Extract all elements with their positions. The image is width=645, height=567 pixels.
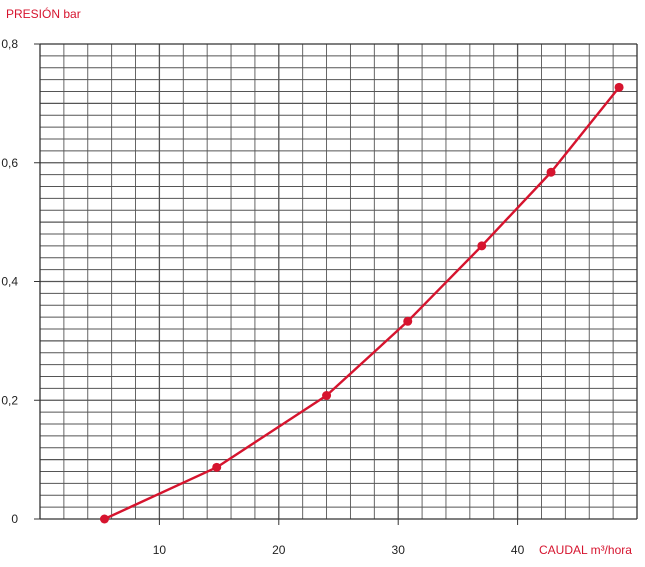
data-point (403, 316, 413, 326)
axes (34, 43, 638, 525)
y-axis-label: PRESIÓN bar (6, 6, 81, 21)
grid (40, 44, 637, 519)
y-tick-label: 0,2 (1, 393, 18, 407)
data-series (99, 82, 624, 524)
data-point (322, 391, 332, 400)
data-point (99, 514, 109, 524)
data-point (212, 462, 222, 472)
x-tick-label: 40 (511, 543, 525, 557)
data-point (614, 82, 624, 92)
data-point (546, 167, 556, 177)
y-tick-label: 0,4 (1, 275, 18, 289)
y-tick-label: 0,8 (1, 37, 18, 51)
x-tick-label: 20 (272, 543, 286, 557)
x-axis-label: CAUDAL m³/hora (539, 543, 632, 557)
tick-labels: 10 20 30 40 0 0,2 0,4 0,6 0,8 (1, 37, 524, 557)
x-tick-label: 30 (392, 543, 406, 557)
y-tick-label: 0 (11, 512, 18, 526)
y-tick-label: 0,6 (1, 156, 18, 170)
x-tick-label: 10 (153, 543, 167, 557)
data-point (477, 241, 487, 251)
